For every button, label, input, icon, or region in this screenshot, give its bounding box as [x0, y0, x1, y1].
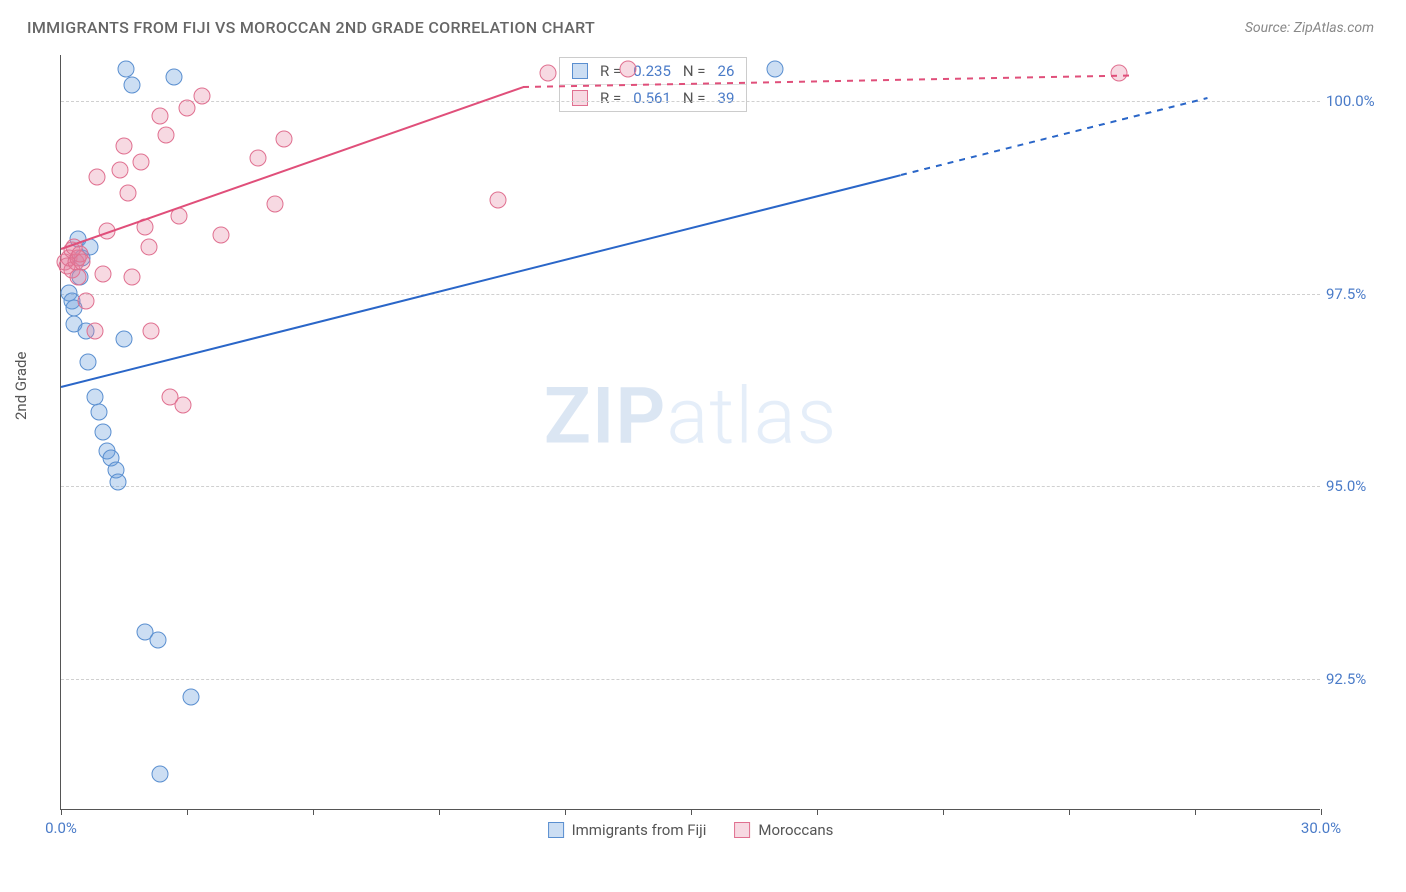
- data-point: [80, 354, 97, 371]
- n-label: N =: [683, 89, 706, 107]
- legend-item: Immigrants from Fiji: [548, 821, 707, 839]
- watermark-bold: ZIP: [544, 371, 667, 462]
- data-point: [179, 99, 196, 116]
- data-point: [193, 88, 210, 105]
- r-label: R =: [600, 89, 621, 107]
- data-point: [88, 169, 105, 186]
- data-point: [151, 107, 168, 124]
- plot-area: ZIPatlas R =0.235N =26R =0.561N =39 Immi…: [60, 55, 1320, 810]
- gridline: [61, 101, 1320, 102]
- gridline: [61, 679, 1320, 680]
- y-tick-label: 97.5%: [1326, 285, 1386, 303]
- data-point: [212, 227, 229, 244]
- stat-swatch: [572, 63, 588, 79]
- legend-swatch: [548, 822, 564, 838]
- data-point: [620, 61, 637, 78]
- data-point: [90, 404, 107, 421]
- data-point: [74, 254, 91, 271]
- data-point: [767, 61, 784, 78]
- stat-row: R = 0.235 N = 26: [560, 58, 746, 85]
- trend-line: [61, 174, 901, 388]
- x-tick-label: 0.0%: [45, 819, 77, 837]
- data-point: [116, 331, 133, 348]
- x-tick: [817, 809, 818, 815]
- legend-label: Moroccans: [758, 821, 833, 839]
- data-point: [166, 69, 183, 86]
- x-tick: [943, 809, 944, 815]
- gridline: [61, 486, 1320, 487]
- y-tick-label: 95.0%: [1326, 477, 1386, 495]
- data-point: [120, 184, 137, 201]
- x-tick: [61, 809, 62, 815]
- x-tick: [313, 809, 314, 815]
- watermark: ZIPatlas: [544, 371, 837, 462]
- trend-line: [901, 97, 1208, 176]
- legend-swatch: [734, 822, 750, 838]
- data-point: [149, 631, 166, 648]
- y-tick-label: 92.5%: [1326, 670, 1386, 688]
- data-point: [109, 473, 126, 490]
- r-label: R =: [600, 62, 621, 80]
- n-value: 26: [718, 62, 735, 80]
- watermark-rest: atlas: [666, 371, 837, 462]
- n-label: N =: [683, 62, 706, 80]
- x-tick: [565, 809, 566, 815]
- chart-title: IMMIGRANTS FROM FIJI VS MOROCCAN 2ND GRA…: [27, 18, 595, 37]
- data-point: [540, 65, 557, 82]
- data-point: [489, 192, 506, 209]
- legend-label: Immigrants from Fiji: [572, 821, 707, 839]
- x-tick: [1195, 809, 1196, 815]
- data-point: [124, 269, 141, 286]
- data-point: [158, 126, 175, 143]
- data-point: [124, 76, 141, 93]
- data-point: [143, 323, 160, 340]
- stat-row: R = 0.561 N = 39: [560, 85, 746, 111]
- n-value: 39: [718, 89, 735, 107]
- x-tick: [1069, 809, 1070, 815]
- r-value: 0.235: [633, 62, 671, 80]
- trend-line: [61, 86, 524, 250]
- y-axis-label: 2nd Grade: [12, 352, 30, 420]
- data-point: [151, 766, 168, 783]
- data-point: [275, 130, 292, 147]
- data-point: [116, 138, 133, 155]
- data-point: [183, 689, 200, 706]
- x-tick: [691, 809, 692, 815]
- data-point: [78, 292, 95, 309]
- x-tick: [439, 809, 440, 815]
- legend-item: Moroccans: [734, 821, 833, 839]
- source-attribution: Source: ZipAtlas.com: [1245, 20, 1374, 36]
- data-point: [141, 238, 158, 255]
- gridline: [61, 294, 1320, 295]
- y-tick-label: 100.0%: [1326, 92, 1386, 110]
- data-point: [69, 269, 86, 286]
- data-point: [174, 396, 191, 413]
- x-tick-label: 30.0%: [1301, 819, 1341, 837]
- data-point: [250, 150, 267, 167]
- r-value: 0.561: [633, 89, 671, 107]
- data-point: [86, 323, 103, 340]
- data-point: [1111, 65, 1128, 82]
- data-point: [267, 196, 284, 213]
- x-tick: [187, 809, 188, 815]
- stat-swatch: [572, 90, 588, 106]
- legend: Immigrants from Fiji Moroccans: [548, 821, 834, 839]
- data-point: [86, 388, 103, 405]
- x-tick: [1321, 809, 1322, 815]
- data-point: [95, 423, 112, 440]
- data-point: [95, 265, 112, 282]
- data-point: [132, 153, 149, 170]
- data-point: [111, 161, 128, 178]
